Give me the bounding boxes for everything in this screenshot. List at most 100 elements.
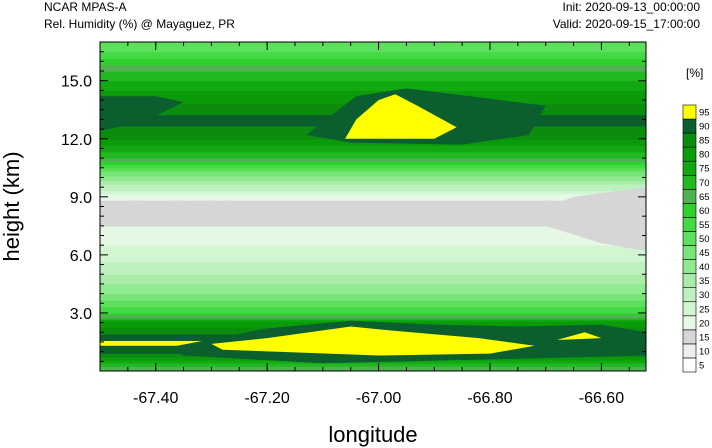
rh-band: [100, 232, 646, 237]
contour-lower-yellow-small: [556, 332, 602, 340]
rh-band: [100, 64, 646, 67]
contour-grey-right: [534, 187, 646, 251]
rh-band: [100, 225, 646, 230]
colorbar-level-label: 90: [699, 122, 710, 133]
rh-band: [100, 77, 646, 82]
x-tick-label: -67.20: [244, 390, 289, 407]
rh-band: [100, 258, 646, 262]
rh-band: [100, 264, 646, 269]
colorbar-swatch: [682, 231, 697, 246]
rh-band: [100, 56, 646, 59]
colorbar-swatch: [682, 217, 697, 232]
rh-band: [100, 71, 646, 75]
rh-band: [100, 367, 646, 370]
rh-band: [100, 66, 646, 69]
rh-band: [100, 303, 646, 306]
colorbar: 5 10 15 20 25 30 35 40 45 50 55 60 65 70 75 80 85 90 95: [682, 104, 710, 373]
rh-band: [100, 171, 646, 174]
colorbar-swatch: [682, 301, 697, 317]
rh-band: [100, 67, 646, 71]
rh-band: [100, 162, 646, 166]
colorbar-swatch: [682, 357, 697, 373]
rh-band: [100, 309, 646, 312]
rh-band: [100, 314, 646, 317]
rh-band: [100, 148, 646, 153]
colorbar-swatch: [682, 132, 697, 148]
colorbar-swatch: [682, 118, 697, 134]
y-tick-label: 6.0: [70, 248, 92, 265]
colorbar-swatch: [682, 273, 697, 288]
rh-band: [100, 158, 646, 161]
rh-band: [100, 206, 646, 209]
rh-band: [100, 183, 646, 188]
rh-band: [100, 50, 646, 53]
rh-band: [100, 254, 646, 259]
colorbar-swatch: [682, 315, 697, 331]
rh-band: [100, 69, 646, 72]
colorbar-level-label: 75: [699, 164, 710, 175]
rh-band: [100, 177, 646, 182]
rh-band: [100, 198, 646, 201]
rh-band: [100, 209, 646, 212]
rh-band: [100, 214, 646, 217]
rh-band: [100, 364, 646, 367]
colorbar-level-label: 15: [699, 332, 710, 343]
rh-band: [100, 42, 646, 45]
rh-band: [100, 193, 646, 198]
rh-band: [100, 317, 646, 320]
rh-band: [100, 203, 646, 206]
rh-band: [100, 43, 646, 46]
rh-band: [100, 287, 646, 291]
colorbar-swatch: [682, 343, 697, 359]
rh-band: [100, 274, 646, 279]
colorbar-level-label: 60: [699, 206, 710, 217]
colorbar-level-label: 20: [699, 318, 710, 329]
rh-band: [100, 187, 646, 191]
rh-band: [100, 298, 646, 301]
rh-band: [100, 54, 646, 58]
rh-band: [100, 46, 646, 50]
rh-band: [100, 172, 646, 175]
rh-band: [100, 261, 646, 266]
rh-band: [100, 308, 646, 311]
colorbar-level-label: 50: [699, 234, 710, 245]
rh-band: [100, 59, 646, 62]
rh-band: [100, 304, 646, 308]
rh-band: [100, 51, 646, 54]
rh-band: [100, 74, 646, 79]
rh-band: [100, 190, 646, 195]
rh-band: [100, 58, 646, 61]
colorbar-swatch: [682, 160, 697, 176]
rh-band: [100, 141, 646, 146]
y-tick-label: 9.0: [70, 190, 92, 207]
contour-lower-yellow: [211, 326, 535, 356]
colorbar-level-label: 65: [699, 192, 710, 203]
rh-band: [100, 241, 646, 246]
rh-band: [100, 229, 646, 233]
rh-band: [100, 166, 646, 169]
rh-band: [100, 222, 646, 227]
rh-band: [100, 161, 646, 164]
x-tick-label: -66.80: [467, 390, 512, 407]
colorbar-swatch: [682, 259, 697, 274]
rh-band: [100, 87, 646, 91]
colorbar-level-label: 95: [699, 108, 710, 119]
rh-band: [100, 62, 646, 66]
rh-band: [100, 290, 646, 295]
rh-band: [100, 301, 646, 304]
colorbar-level-label: 40: [699, 262, 710, 273]
init-time-label: Init: 2020-09-13_00:00:00: [562, 0, 700, 14]
rh-band: [100, 151, 646, 156]
colorbar-swatch: [682, 189, 697, 204]
colorbar-level-label: 30: [699, 290, 710, 301]
contour-upper-yellow: [345, 94, 457, 139]
rh-band: [100, 295, 646, 298]
colorbar-swatch: [682, 245, 697, 260]
rh-band: [100, 361, 646, 364]
rh-band: [100, 300, 646, 303]
rh-band: [100, 271, 646, 275]
y-axis-label: height (km): [0, 151, 24, 261]
rh-band: [100, 245, 646, 250]
colorbar-swatch: [682, 203, 697, 218]
